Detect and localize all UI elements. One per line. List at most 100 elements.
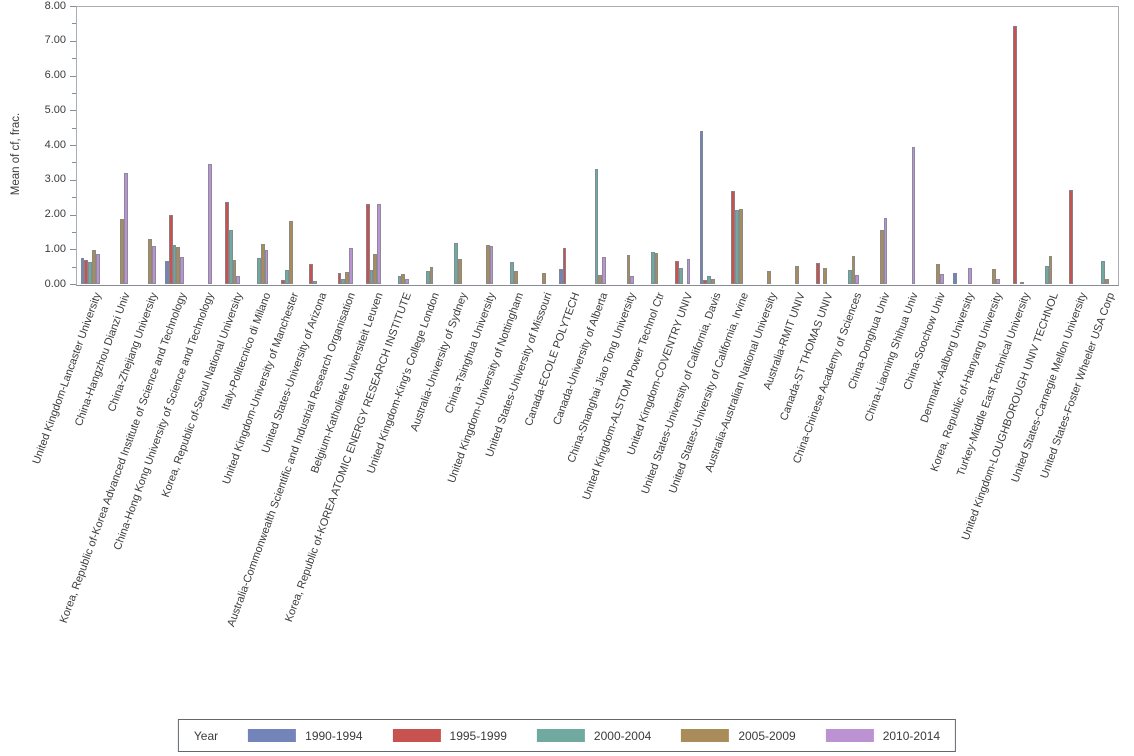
bar xyxy=(228,229,233,284)
bar xyxy=(369,270,374,284)
bar xyxy=(602,256,606,284)
bar xyxy=(168,214,173,284)
bar xyxy=(337,272,342,284)
bar xyxy=(654,252,659,284)
bar xyxy=(679,267,683,284)
bar xyxy=(594,168,599,284)
bar xyxy=(341,279,346,284)
bar xyxy=(373,253,378,284)
legend-item: 2000-2004 xyxy=(536,728,652,743)
y-axis-minor-tick xyxy=(72,197,76,199)
bar xyxy=(457,258,462,284)
bar xyxy=(883,217,888,284)
y-axis-minor-tick xyxy=(72,162,76,164)
bar xyxy=(453,242,458,284)
legend-swatch xyxy=(681,729,730,742)
legend-title: Year xyxy=(193,728,219,743)
bar xyxy=(80,257,85,284)
y-axis-tick-label: 8.00 xyxy=(44,0,66,12)
bar xyxy=(1020,281,1025,284)
y-axis-major-tick xyxy=(70,40,76,42)
bar xyxy=(1044,265,1049,284)
legend-item: 2010-2014 xyxy=(825,728,941,743)
bar xyxy=(285,270,289,284)
bar xyxy=(686,258,691,284)
y-axis-tick-label: 3.00 xyxy=(44,173,66,186)
bar xyxy=(225,202,229,284)
bar xyxy=(650,251,655,284)
bar xyxy=(260,244,265,284)
bar xyxy=(735,209,740,284)
y-axis-tick-label: 4.00 xyxy=(44,138,66,151)
bar xyxy=(1104,278,1109,284)
bar xyxy=(180,257,184,284)
bar xyxy=(489,246,494,284)
legend-label: 2005-2009 xyxy=(738,728,796,743)
x-axis-label: Denmark-Aalborg University xyxy=(918,291,977,425)
bar xyxy=(731,190,736,284)
bar xyxy=(598,274,603,284)
bar xyxy=(710,278,715,284)
legend-label: 2000-2004 xyxy=(593,728,652,743)
bar xyxy=(345,272,349,284)
bar xyxy=(397,276,402,284)
bar xyxy=(236,276,241,284)
x-axis-label: Canada-ST THOMAS UNIV xyxy=(778,291,836,423)
bar xyxy=(558,268,563,284)
bar xyxy=(815,262,820,284)
bar xyxy=(739,208,743,284)
bar xyxy=(851,256,856,284)
y-axis-major-tick xyxy=(70,214,76,216)
y-axis-title: Mean of cf, frac. xyxy=(10,112,22,196)
bar xyxy=(952,273,957,284)
bar xyxy=(176,246,181,284)
y-axis-major-tick xyxy=(70,249,76,251)
bar xyxy=(1048,255,1053,284)
bar xyxy=(123,172,128,284)
bar xyxy=(992,269,997,284)
bar xyxy=(939,273,944,284)
bar xyxy=(967,268,972,284)
bar xyxy=(208,163,213,284)
bar xyxy=(232,259,237,284)
legend-label: 2010-2014 xyxy=(882,728,941,743)
bar xyxy=(510,262,514,284)
bar xyxy=(562,248,567,284)
bar xyxy=(164,261,169,284)
y-axis-tick-label: 6.00 xyxy=(44,69,66,81)
legend: Year 1990-1994 1995-1999 2000-2004 2005-200… xyxy=(177,719,957,752)
bar xyxy=(630,276,635,284)
bar xyxy=(795,265,800,284)
legend-item: 1995-1999 xyxy=(392,729,507,743)
bar xyxy=(348,247,353,284)
y-axis-tick-label: 7.00 xyxy=(44,34,66,47)
bar xyxy=(256,257,261,284)
y-axis-minor-tick xyxy=(72,23,76,25)
bar xyxy=(152,246,156,284)
bar xyxy=(148,238,153,284)
legend-label: 1990-1994 xyxy=(305,728,363,743)
bar xyxy=(377,204,381,284)
bar xyxy=(542,272,546,284)
bar xyxy=(84,260,89,284)
bar xyxy=(264,250,269,284)
bar xyxy=(823,268,828,284)
bar xyxy=(911,147,916,284)
bar xyxy=(88,261,92,284)
bar xyxy=(767,270,771,284)
bar xyxy=(313,281,318,284)
bar xyxy=(120,218,124,284)
bar xyxy=(936,263,940,284)
bar xyxy=(405,279,410,284)
legend-swatch xyxy=(536,729,585,742)
y-axis-minor-tick xyxy=(72,58,76,60)
y-axis-tick-label: 0.00 xyxy=(44,277,66,290)
bar xyxy=(699,130,704,284)
bar xyxy=(288,221,293,284)
legend-items: 1990-1994 1995-1999 2000-2004 2005-2009 2010… xyxy=(248,729,940,743)
bar xyxy=(855,275,860,284)
bar xyxy=(847,270,852,284)
bar xyxy=(1101,261,1105,284)
y-axis-minor-tick xyxy=(72,231,76,233)
